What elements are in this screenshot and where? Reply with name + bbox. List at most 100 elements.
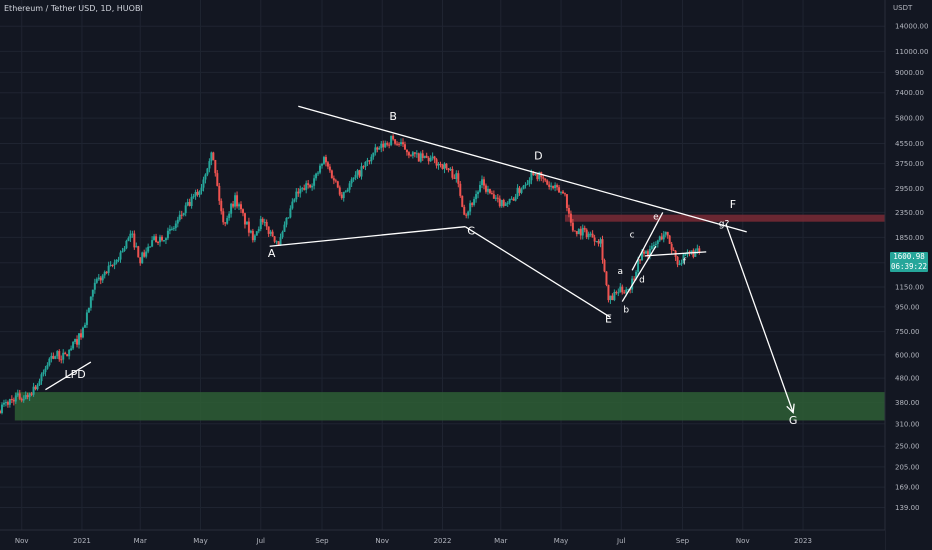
candle-body [186, 202, 189, 206]
candle-body [403, 144, 406, 150]
candle-body [567, 207, 570, 214]
candle-body [313, 178, 316, 186]
candle-body [168, 229, 171, 231]
candle-body [411, 152, 414, 156]
candle-body [322, 157, 325, 164]
price-axis[interactable]: 139.00 169.00 205.00 250.00 310.00 380.00 480.… [884, 0, 932, 550]
candle-body [405, 149, 408, 153]
candle-body [550, 185, 553, 187]
candle-body [370, 156, 373, 162]
candle-body [538, 172, 541, 180]
support-zone [14, 392, 885, 421]
candle-body [364, 161, 367, 167]
candle-body [500, 200, 503, 207]
price-tick-label: 169.00 [895, 484, 920, 492]
time-axis-bg [0, 530, 885, 550]
candle-body [170, 228, 173, 230]
candle-body [273, 236, 276, 242]
candle-body [28, 393, 31, 398]
wave-label: e [653, 212, 659, 222]
candle-body [512, 198, 515, 201]
candle-body [289, 208, 292, 218]
time-axis[interactable]: Nov 2021 Mar May Jul Sep Nov 2022 Mar May Jul Sep No… [0, 529, 885, 550]
candle-body [477, 191, 480, 195]
price-tick-label: 11000.00 [895, 48, 928, 56]
candle-body [180, 214, 183, 216]
price-tick-label: 14000.00 [895, 23, 928, 31]
candle-body [162, 240, 165, 242]
time-tick-label: Nov [15, 537, 29, 545]
candle-body [228, 213, 231, 219]
wave-label: F [730, 198, 736, 211]
candle-body [166, 230, 169, 239]
candle-body [340, 194, 343, 199]
candle-body [247, 221, 250, 233]
candle-body [656, 240, 659, 244]
candle-body [214, 159, 217, 174]
candle-body [637, 259, 640, 272]
candle-body [518, 187, 521, 193]
candle-body [425, 155, 428, 158]
candle-body [607, 284, 610, 301]
candle-body [263, 221, 266, 223]
candle-body [670, 243, 673, 250]
candle-body [279, 237, 282, 246]
candle-body [394, 139, 397, 144]
candle-body [265, 221, 268, 227]
candle-body [299, 188, 302, 194]
candle-body [8, 399, 11, 405]
candle-body [330, 170, 333, 179]
candle-body [105, 271, 108, 273]
price-tick-label: 2950.00 [895, 185, 924, 193]
time-tick-label: May [193, 537, 207, 545]
candle-body [70, 348, 73, 350]
resistance-zone [564, 214, 885, 222]
candle-body [234, 195, 237, 207]
candle-body [492, 194, 495, 199]
candle-body [107, 265, 110, 273]
candle-body [42, 372, 45, 375]
candle-body [267, 226, 270, 234]
candle-body [133, 233, 136, 248]
candle-body [307, 183, 310, 186]
candle-body [259, 218, 262, 230]
candle-body [660, 236, 663, 240]
candle-body [198, 191, 201, 195]
candle-body [350, 179, 353, 184]
candle-body [151, 240, 154, 247]
wave-label: d [639, 276, 645, 286]
price-axis-bg [885, 0, 932, 550]
candle-body [475, 194, 478, 200]
candle-body [558, 187, 561, 193]
candle-body [202, 179, 205, 188]
candle-body [658, 236, 661, 241]
zones [14, 214, 885, 421]
candle-body [315, 173, 318, 179]
candle-body [311, 185, 314, 188]
candle-body [554, 185, 557, 189]
time-tick-label: Jul [256, 537, 266, 545]
candle-body [575, 231, 578, 235]
candle-body [342, 192, 345, 199]
candle-body [378, 148, 381, 150]
candle-body [664, 231, 667, 235]
candle-body [532, 172, 535, 176]
time-tick-label: 2021 [73, 537, 91, 545]
price-tick-label: 380.00 [895, 399, 920, 407]
candle-body [216, 173, 219, 186]
candle-body [212, 152, 215, 160]
candle-body [200, 187, 203, 192]
candle-body [275, 241, 278, 243]
line-a-c [269, 226, 466, 247]
candle-body [52, 355, 55, 359]
candle-body [238, 204, 241, 207]
candle-body [611, 295, 614, 301]
candle-body [320, 163, 323, 166]
time-tick-label: Nov [375, 537, 389, 545]
candle-body [605, 271, 608, 285]
candle-body [79, 333, 82, 338]
candle-body [139, 257, 142, 264]
candle-body [62, 352, 65, 360]
candle-body [34, 386, 37, 390]
